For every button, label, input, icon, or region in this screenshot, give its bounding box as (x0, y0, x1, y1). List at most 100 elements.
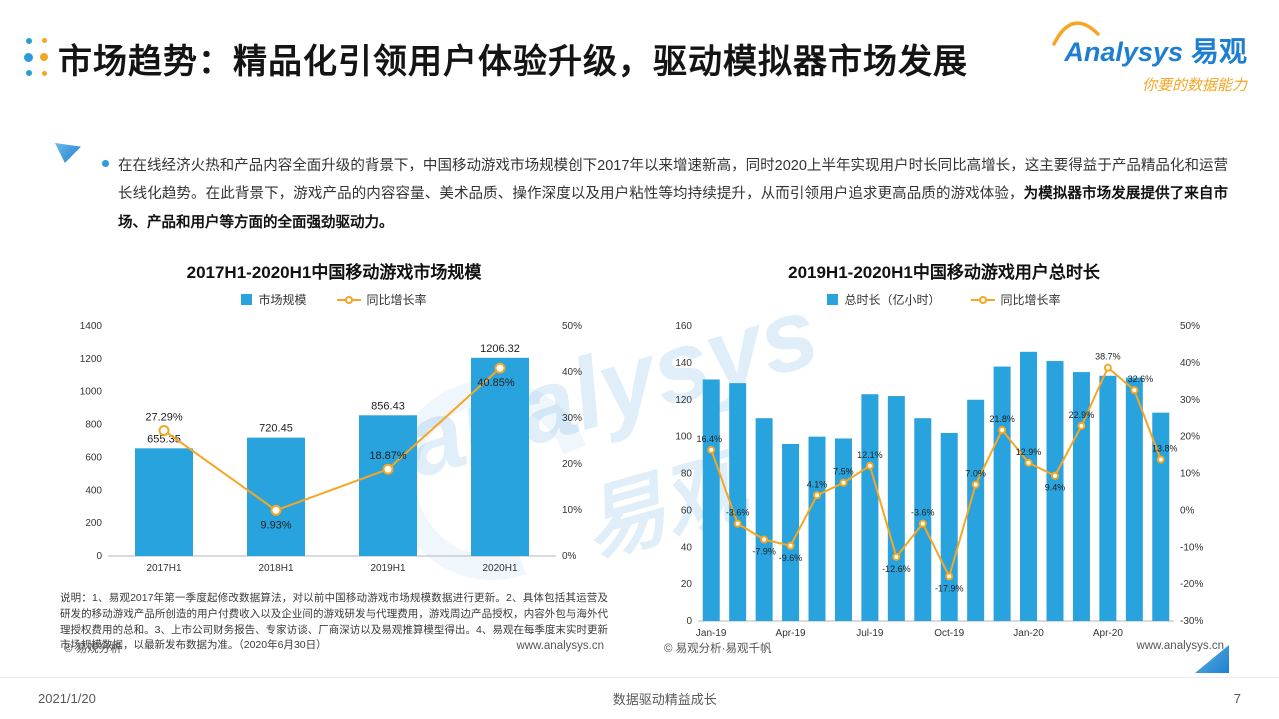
svg-text:0: 0 (96, 551, 102, 562)
bullet-dot-icon (102, 160, 109, 167)
legend-line-label: 同比增长率 (366, 293, 427, 307)
svg-text:-3.6%: -3.6% (911, 508, 935, 518)
svg-text:20%: 20% (1180, 432, 1200, 443)
logo-text-en: Analysys (1064, 37, 1183, 67)
svg-text:7.5%: 7.5% (833, 467, 854, 477)
svg-text:0%: 0% (1180, 505, 1195, 516)
legend-bar-label: 市场规模 (258, 293, 307, 307)
svg-text:40.85%: 40.85% (477, 377, 515, 389)
analysys-site-link[interactable]: www.analysys.cn (516, 640, 604, 652)
orange-dot-column (40, 38, 48, 76)
svg-text:200: 200 (85, 518, 102, 529)
svg-text:13.8%: 13.8% (1152, 443, 1178, 453)
market-size-chart-panel: 2017H1-2020H1中国移动游戏市场规模 市场规模 同比增长率 0 200 4… (60, 258, 608, 656)
svg-text:2020H1: 2020H1 (482, 563, 517, 574)
svg-text:40%: 40% (562, 367, 582, 378)
svg-text:1200: 1200 (80, 354, 103, 365)
user-time-legend: 总时长（亿小时） 同比增长率 (660, 291, 1228, 308)
section-flag-icon (55, 143, 81, 163)
svg-text:40: 40 (681, 542, 693, 553)
svg-text:-30%: -30% (1180, 616, 1203, 627)
analysys-logo: Analysys 易观 你要的数据能力 (1052, 21, 1247, 95)
svg-text:18.87%: 18.87% (369, 450, 407, 462)
svg-text:-20%: -20% (1180, 579, 1203, 590)
report-date: 2021/1/20 (38, 691, 96, 706)
source-label: © 易观分析·易观千帆 (664, 643, 772, 655)
blue-dot-column (24, 38, 33, 76)
svg-text:16.4%: 16.4% (696, 434, 722, 444)
svg-text:Apr-19: Apr-19 (776, 628, 806, 639)
svg-text:400: 400 (85, 485, 102, 496)
svg-text:30%: 30% (562, 413, 582, 424)
svg-text:100: 100 (675, 432, 692, 443)
market-size-chart-notes: 说明：1、易观2017年第一季度起修改数据算法，对以前中国移动游戏市场规模数据进… (60, 592, 608, 652)
svg-text:4.1%: 4.1% (807, 479, 828, 489)
logo-tagline: 你要的数据能力 (1141, 77, 1247, 94)
market-size-legend: 市场规模 同比增长率 (60, 291, 608, 308)
svg-text:Jan-19: Jan-19 (696, 628, 727, 639)
svg-text:160: 160 (675, 321, 692, 332)
title-accent-dots-icon (24, 38, 48, 76)
svg-text:32.6%: 32.6% (1128, 374, 1154, 384)
intro-text: 在在线经济火热和产品内容全面升级的背景下，中国移动游戏市场规模创下2017年以来… (118, 158, 1228, 203)
header: 市场趋势：精品化引领用户体验升级，驱动模拟器市场发展 (24, 34, 968, 83)
intro-bold-text: 为模拟器市场发展提供了来自市场、产品和用户等方面的全面强劲驱动力。 (118, 186, 1228, 231)
legend-item-line: 同比增长率 (970, 291, 1061, 308)
svg-text:20%: 20% (562, 459, 582, 470)
legend-bar-label: 总时长（亿小时） (844, 293, 941, 307)
svg-text:-7.9%: -7.9% (752, 547, 776, 557)
svg-text:600: 600 (85, 452, 102, 463)
analysys-site-link[interactable]: www.analysys.cn (1136, 640, 1224, 652)
svg-text:2019H1: 2019H1 (370, 563, 405, 574)
svg-text:140: 140 (675, 358, 692, 369)
market-size-chart-svg: 0 200 400 600 800 1000 1200 1400 0% 10% 20% 30% 40% 5… (80, 321, 582, 574)
intro-paragraph: 在在线经济火热和产品内容全面升级的背景下，中国移动游戏市场规模创下2017年以来… (102, 152, 1228, 237)
svg-text:Jan-20: Jan-20 (1013, 628, 1044, 639)
market-size-chart-footer: © 易观分析 www.analysys.cn (64, 640, 604, 656)
source-label: © 易观分析 (64, 643, 122, 655)
page-title: 市场趋势：精品化引领用户体验升级，驱动模拟器市场发展 (58, 43, 968, 81)
svg-text:-10%: -10% (1180, 542, 1203, 553)
svg-text:2017H1: 2017H1 (146, 563, 181, 574)
svg-text:-9.6%: -9.6% (779, 553, 803, 563)
line-swatch-icon (970, 295, 995, 304)
svg-text:50%: 50% (1180, 321, 1200, 332)
svg-text:12.9%: 12.9% (1016, 447, 1042, 457)
svg-text:0%: 0% (562, 551, 577, 562)
market-size-chart-title: 2017H1-2020H1中国移动游戏市场规模 (186, 263, 482, 282)
bottom-bar: 2021/1/20 数据驱动精益成长 7 (0, 677, 1279, 719)
svg-text:38.7%: 38.7% (1095, 352, 1121, 362)
svg-text:2018H1: 2018H1 (258, 563, 293, 574)
svg-text:60: 60 (681, 505, 693, 516)
line-swatch-icon (336, 295, 361, 304)
svg-text:-3.6%: -3.6% (726, 508, 750, 518)
svg-text:120: 120 (675, 395, 692, 406)
svg-text:30%: 30% (1180, 395, 1200, 406)
svg-text:9.4%: 9.4% (1045, 483, 1066, 493)
svg-text:10%: 10% (1180, 469, 1200, 480)
user-time-chart-panel: 2019H1-2020H1中国移动游戏用户总时长 总时长（亿小时） 同比增长率 … (660, 258, 1228, 656)
svg-text:80: 80 (681, 469, 693, 480)
svg-text:12.1%: 12.1% (857, 450, 883, 460)
svg-text:9.93%: 9.93% (260, 519, 291, 531)
user-time-chart-title: 2019H1-2020H1中国移动游戏用户总时长 (788, 263, 1100, 282)
svg-text:50%: 50% (562, 321, 582, 332)
svg-text:21.8%: 21.8% (989, 414, 1015, 424)
logo-swoosh-icon (1052, 21, 1101, 46)
user-time-chart-svg: 0 20 40 60 80 100 120 140 160 -30% -20% -10% 0% 10% 20… (675, 321, 1203, 639)
legend-line-label: 同比增长率 (1000, 293, 1061, 307)
bar-swatch-icon (827, 294, 839, 305)
svg-text:1000: 1000 (80, 387, 103, 398)
footer-slogan: 数据驱动精益成长 (612, 692, 717, 707)
legend-item-bar: 总时长（亿小时） (827, 291, 941, 308)
svg-text:20: 20 (681, 579, 693, 590)
logo-text-cn: 易观 (1190, 36, 1247, 67)
svg-text:40%: 40% (1180, 358, 1200, 369)
svg-text:1400: 1400 (80, 321, 103, 332)
svg-text:-12.6%: -12.6% (882, 564, 911, 574)
svg-text:Jul-19: Jul-19 (856, 628, 884, 639)
svg-text:Apr-20: Apr-20 (1093, 628, 1123, 639)
bar-swatch-icon (241, 294, 253, 305)
svg-text:856.43: 856.43 (371, 400, 405, 412)
